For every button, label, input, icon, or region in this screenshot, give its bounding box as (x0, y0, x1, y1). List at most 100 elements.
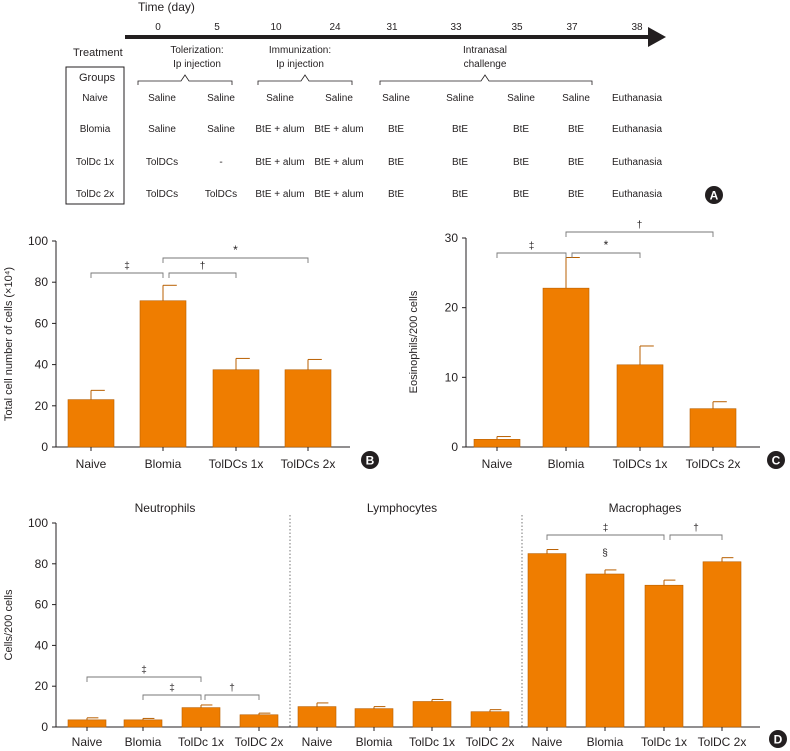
panel-label-a: A (710, 189, 719, 203)
bar (585, 573, 625, 728)
x-tick-label: Naive (302, 735, 333, 749)
time-axis-title: Time (day) (138, 0, 195, 14)
significance-symbol: ‡ (529, 241, 535, 252)
significance-bracket (546, 534, 665, 540)
bar (181, 707, 221, 728)
schedule-cell: BtE + alum (314, 124, 363, 135)
schedule-cell: Saline (148, 93, 176, 104)
schedule-cell: BtE (513, 124, 529, 135)
schedule-cell: Saline (266, 93, 294, 104)
x-tick-label: Naive (72, 735, 103, 749)
phase-label-line1: Intranasal (463, 45, 507, 56)
groups-box (65, 66, 125, 205)
schedule-cell: Euthanasia (612, 157, 662, 168)
x-tick-label: TolDCs 1x (209, 457, 264, 471)
bar (412, 701, 452, 728)
schedule-cell: Euthanasia (612, 189, 662, 200)
significance-symbol: ‡ (169, 683, 175, 694)
schedule-cell: BtE (452, 157, 468, 168)
x-tick-label: Blomia (356, 735, 393, 749)
x-tick-label: TolDC 2x (698, 735, 747, 749)
y-tick-label: 0 (41, 720, 48, 734)
schedule-cell: BtE + alum (255, 124, 304, 135)
x-tick-label: Blomia (548, 457, 585, 471)
group-name: TolDc 1x (76, 157, 114, 168)
y-tick-label: 80 (35, 557, 49, 571)
day-label: 31 (386, 22, 398, 33)
significance-symbol: ‡ (124, 261, 130, 272)
bar (354, 708, 394, 728)
significance-bracket (669, 534, 723, 540)
schedule-cell: - (219, 157, 222, 168)
y-tick-label: 40 (35, 638, 49, 652)
significance-bracket (90, 272, 164, 278)
panel-d-chart: Cells/200 cells 0 20 40 60 80 100 Neutrophils N… (3, 501, 760, 749)
schedule-cell: BtE (568, 124, 584, 135)
bar (139, 300, 187, 448)
timeline-arrowhead (648, 27, 666, 47)
schedule-cell: BtE + alum (255, 189, 304, 200)
schedule-cell: BtE (513, 157, 529, 168)
bar (689, 408, 737, 448)
schedule-cell: Saline (446, 93, 474, 104)
x-tick-label: TolDc 1x (409, 735, 455, 749)
phase-label-line1: Immunization: (269, 45, 331, 56)
schedule-cell: Saline (148, 124, 176, 135)
panel-label-d-badge: D (769, 730, 787, 748)
bar (644, 584, 684, 728)
y-tick-label: 80 (35, 275, 49, 289)
phase-bracket-tolerization (137, 74, 233, 85)
bar (470, 711, 510, 728)
schedule-cell: BtE + alum (314, 189, 363, 200)
significance-symbol: † (229, 683, 235, 694)
x-tick-label: TolDC 2x (235, 735, 284, 749)
bar (473, 439, 521, 448)
y-tick-label: 60 (35, 316, 49, 330)
panel-d-y-label: Cells/200 cells (3, 589, 15, 660)
bar (542, 287, 590, 448)
treatment-label: Treatment (73, 47, 123, 59)
significance-symbol: † (200, 261, 206, 272)
bar (123, 719, 163, 728)
significance-symbol: † (637, 220, 643, 231)
schedule-cell: TolDCs (146, 157, 178, 168)
x-tick-label: TolDCs 2x (686, 457, 741, 471)
schedule-cell: BtE + alum (255, 157, 304, 168)
bar (239, 714, 279, 728)
schedule-cell: BtE (513, 189, 529, 200)
significance-symbol: ‡ (141, 665, 147, 676)
schedule-cell: Euthanasia (612, 124, 662, 135)
significance-bracket (204, 694, 260, 700)
day-label: 35 (511, 22, 523, 33)
y-tick-label: 20 (35, 399, 49, 413)
bar (212, 369, 260, 448)
significance-symbol: * (233, 243, 238, 257)
bar (616, 364, 664, 448)
y-tick-label: 10 (445, 370, 459, 384)
schedule-cell: Saline (325, 93, 353, 104)
x-tick-label: Blomia (587, 735, 624, 749)
phase-label-line2: challenge (464, 59, 507, 70)
significance-symbol: ‡ (603, 523, 609, 534)
group-name: Naive (82, 93, 108, 104)
x-tick-label: TolDCs 1x (613, 457, 668, 471)
x-tick-label: Blomia (125, 735, 162, 749)
significance-bracket (571, 252, 641, 258)
schedule-cell: BtE + alum (314, 157, 363, 168)
schedule-cell: BtE (388, 189, 404, 200)
panel-label-b: B (366, 454, 375, 468)
x-tick-label: Naive (482, 457, 513, 471)
phase-bracket-immunization (257, 74, 353, 85)
significance-bracket (168, 272, 237, 278)
phase-label-line1: Tolerization: (170, 45, 223, 56)
y-tick-label: 20 (445, 301, 459, 315)
schedule-cell: BtE (452, 189, 468, 200)
y-tick-label: 30 (445, 231, 459, 245)
schedule-cell: BtE (388, 124, 404, 135)
panel-b-y-label: Total cell number of cells (×10⁴) (3, 267, 15, 421)
significance-symbol: § (602, 548, 608, 559)
day-label: 38 (631, 22, 643, 33)
group-title: Macrophages (609, 501, 682, 515)
schedule-cell: Euthanasia (612, 93, 662, 104)
